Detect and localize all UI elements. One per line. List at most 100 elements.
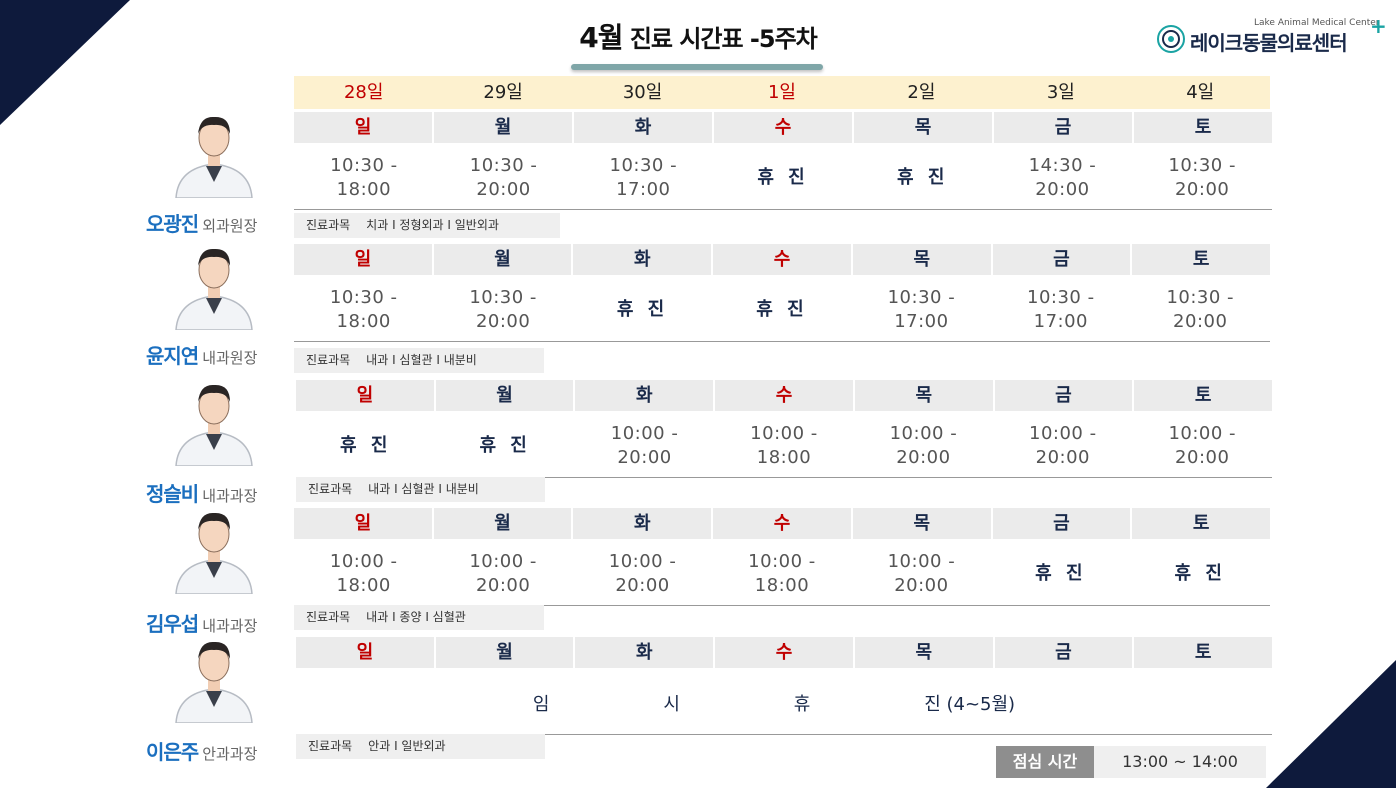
time-row: 10:30 - 18:00 10:30 - 20:00 휴 진 휴 진 10:30 - 17:… <box>294 279 1270 342</box>
hours-start: 10:30 - <box>469 287 537 308</box>
subject-label: 진료과목 <box>308 482 353 496</box>
hours-cell: 10:00 - 18:00 <box>712 543 851 605</box>
weekday-cell: 화 <box>573 244 714 275</box>
hours-start: 10:00 - <box>887 551 956 572</box>
closed-cell: 휴 진 <box>897 167 949 188</box>
page-title: 4월 진료 시간표 -5주차 <box>0 16 1396 56</box>
lunch-value: 13:00 ~ 14:00 <box>1094 746 1266 778</box>
weekday-cell: 금 <box>995 380 1135 411</box>
doctor-role: 안과과장 <box>202 745 258 763</box>
doctor-avatar-icon <box>175 248 253 331</box>
hours-cell: 10:00 - 20:00 <box>852 543 991 605</box>
hours-cell: 10:30 - 20:00 <box>1131 279 1270 341</box>
closed-cell: 휴 진 <box>616 299 669 320</box>
time-row: 10:00 -18:00 10:00 - 20:00 10:00 - 20:00 10:0… <box>294 543 1270 606</box>
hours-end: 18:00 <box>336 575 391 596</box>
hours-end: 20:00 <box>475 311 531 332</box>
hours-text: 10:30 - 18:00 <box>330 286 398 334</box>
weekday-cell: 수 <box>713 508 853 539</box>
hours-end: 20:00 <box>1173 311 1228 332</box>
hours-text: 10:30 - 20:00 <box>469 286 537 334</box>
hours-cell: 10:00 - 20:00 <box>993 415 1132 477</box>
hours-end: 20:00 <box>615 575 670 596</box>
weekday-cell: 금 <box>993 508 1133 539</box>
hours-end: 20:00 <box>1035 447 1090 468</box>
subject-box: 진료과목 내과 I 심혈관 I 내분비 <box>296 477 545 502</box>
corner-decoration-top-left <box>0 0 130 125</box>
paw-logo-icon <box>1157 25 1185 53</box>
weekday-cell: 금 <box>993 244 1133 275</box>
title-underline <box>571 64 823 70</box>
doctor-role: 내과과장 <box>202 487 258 505</box>
hours-end: 20:00 <box>617 447 672 468</box>
hours-text: 10:30 - 17:00 <box>1027 286 1095 334</box>
hours-cell: 10:00 - 20:00 <box>854 415 993 477</box>
hours-text: 10:00 - 20:00 <box>609 550 677 598</box>
hours-end: 17:00 <box>1033 311 1088 332</box>
weekday-cell: 수 <box>715 380 855 411</box>
hours-text: 10:00 - 20:00 <box>1168 422 1236 470</box>
hours-start: 10:00 - <box>469 551 537 572</box>
doctor-role: 내과과장 <box>202 617 258 635</box>
hours-end: 20:00 <box>896 447 951 468</box>
hours-end: 20:00 <box>475 575 531 596</box>
hours-text: 10:00 - 18:00 <box>750 422 818 470</box>
hours-cell: 10:30 - 17:00 <box>852 279 991 341</box>
weekday-cell: 일 <box>296 637 436 668</box>
weekday-cell: 목 <box>855 380 995 411</box>
subject-box: 진료과목 안과 I 일반외과 <box>296 734 545 759</box>
hours-text: 10:00 - 18:00 <box>330 550 398 598</box>
doctor-photo <box>168 238 260 331</box>
hours-end: 20:00 <box>894 575 949 596</box>
hours-text: 10:30 - 20:00 <box>1166 286 1234 334</box>
date-cell: 3일 <box>1046 82 1075 103</box>
doctor-name-text: 김우섭 <box>146 612 199 636</box>
doctor-name: 정슬비 내과과장 <box>146 478 257 507</box>
subject-list: 내과 I 심혈관 I 내분비 <box>366 353 477 367</box>
weekday-cell: 토 <box>1194 385 1212 406</box>
weekday-cell: 일 <box>294 112 434 143</box>
date-cell: 1일 <box>767 82 796 103</box>
doctor-avatar-icon <box>175 384 253 467</box>
date-cell: 4일 <box>1186 82 1215 103</box>
lunch-label: 점심 시간 <box>996 746 1094 778</box>
subject-label: 진료과목 <box>306 610 351 624</box>
hours-end: 20:00 <box>1175 447 1230 468</box>
weekday-cell: 월 <box>436 380 576 411</box>
hours-start: 14:30 - <box>1028 155 1097 176</box>
subject-box: 진료과목 내과 I 종양 I 심혈관 <box>294 605 544 630</box>
hours-start: 10:30 - <box>887 287 956 308</box>
hours-text: 10:00 - 18:00 <box>748 550 816 598</box>
time-row: 휴 진 휴 진 10:00 - 20:00 10:00 - 18:00 10:00 - 20:… <box>296 415 1272 478</box>
weekday-cell: 일 <box>294 508 434 539</box>
doctor-name-text: 정슬비 <box>146 482 199 506</box>
weekday-cell: 화 <box>575 380 716 411</box>
hours-cell: 10:00 - 18:00 <box>714 415 853 477</box>
logo-subtitle: Lake Animal Medical Center <box>1254 18 1380 28</box>
hours-end: 18:00 <box>336 179 392 200</box>
hours-text: 10:30 - 17:00 <box>610 154 678 202</box>
doctor-name: 김우섭 내과과장 <box>146 608 257 637</box>
title-rest: 진료 시간표 -5주차 <box>622 25 818 53</box>
hours-start: 10:30 - <box>609 155 678 176</box>
hours-text: 10:30 - 20:00 <box>1168 154 1236 202</box>
logo-name: 레이크동물의료센터 <box>1190 31 1348 55</box>
time-row: 10:30 - 18:00 10:30 - 20:00 10:30 - 17:00 휴 진 휴… <box>294 147 1272 210</box>
subject-label: 진료과목 <box>306 218 351 232</box>
hours-text: 10:00 - 20:00 <box>888 550 956 598</box>
hours-text: 10:30 - 20:00 <box>470 154 538 202</box>
notice-part: 시 <box>663 694 680 715</box>
hours-cell: 10:30 - 17:00 <box>573 147 713 209</box>
hours-start: 10:00 - <box>889 423 958 444</box>
weekday-cell: 월 <box>436 637 576 668</box>
hours-cell: 10:00 - 20:00 <box>433 543 572 605</box>
weekday-cell: 화 <box>574 112 714 143</box>
weekday-cell: 월 <box>434 112 574 143</box>
hours-text: 10:00 - 20:00 <box>611 422 679 470</box>
weekday-cell: 수 <box>715 637 855 668</box>
